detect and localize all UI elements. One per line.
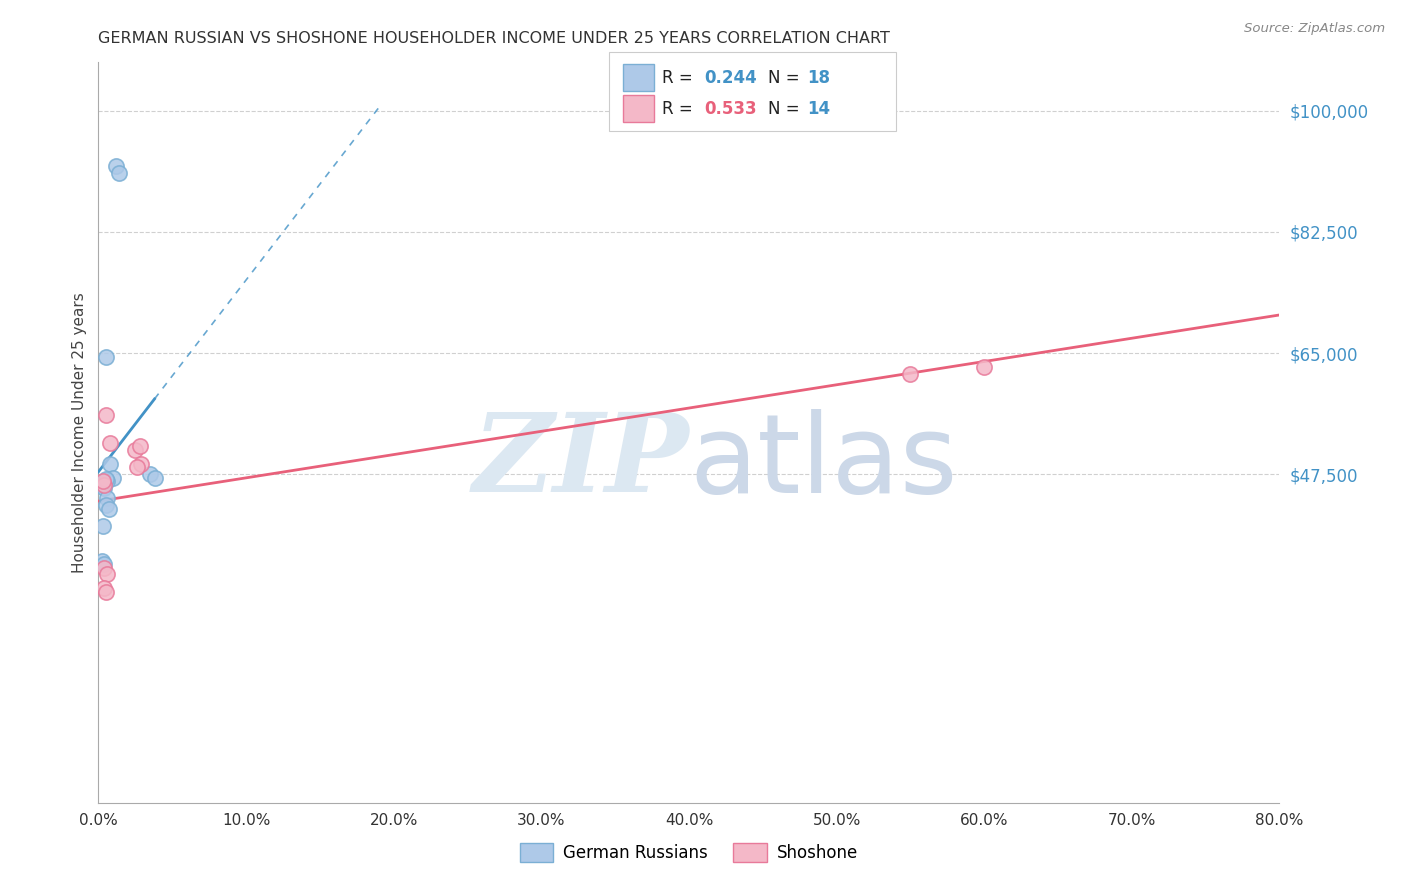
Point	[94, 409, 117, 423]
Point	[973, 359, 995, 374]
Point	[93, 557, 115, 571]
Point	[98, 457, 121, 471]
Text: GERMAN RUSSIAN VS SHOSHONE HOUSEHOLDER INCOME UNDER 25 YEARS CORRELATION CHART: GERMAN RUSSIAN VS SHOSHONE HOUSEHOLDER I…	[98, 31, 890, 46]
Point	[139, 467, 162, 482]
Point	[108, 166, 131, 180]
Point	[93, 582, 115, 596]
Text: atlas: atlas	[689, 409, 957, 516]
Point	[94, 472, 117, 486]
Point	[94, 584, 117, 599]
Point	[125, 460, 148, 475]
Text: Source: ZipAtlas.com: Source: ZipAtlas.com	[1244, 22, 1385, 36]
Text: N =: N =	[768, 69, 804, 87]
Point	[129, 457, 152, 471]
Point	[91, 477, 114, 491]
Point	[105, 159, 128, 173]
Point	[91, 519, 114, 533]
Point	[93, 481, 115, 495]
Point	[91, 474, 114, 488]
Text: 0.533: 0.533	[704, 100, 756, 118]
Y-axis label: Householder Income Under 25 years: Householder Income Under 25 years	[72, 293, 87, 573]
Text: 0.244: 0.244	[704, 69, 758, 87]
Point	[93, 560, 115, 574]
Point	[96, 567, 118, 582]
Point	[96, 474, 118, 488]
Text: ZIP: ZIP	[472, 409, 689, 516]
Point	[124, 442, 146, 457]
Point	[90, 476, 112, 491]
Text: 14: 14	[807, 100, 830, 118]
Point	[98, 436, 121, 450]
Point	[93, 477, 115, 491]
Point	[900, 367, 922, 381]
Point	[128, 440, 150, 454]
Point	[94, 498, 117, 512]
Point	[94, 350, 117, 364]
Point	[103, 470, 125, 484]
Point	[96, 491, 118, 506]
Text: R =: R =	[662, 69, 699, 87]
Point	[97, 501, 120, 516]
Text: R =: R =	[662, 100, 699, 118]
Point	[143, 470, 166, 484]
Text: 18: 18	[807, 69, 830, 87]
Point	[91, 554, 114, 568]
Legend: German Russians, Shoshone: German Russians, Shoshone	[513, 836, 865, 869]
Text: N =: N =	[768, 100, 804, 118]
